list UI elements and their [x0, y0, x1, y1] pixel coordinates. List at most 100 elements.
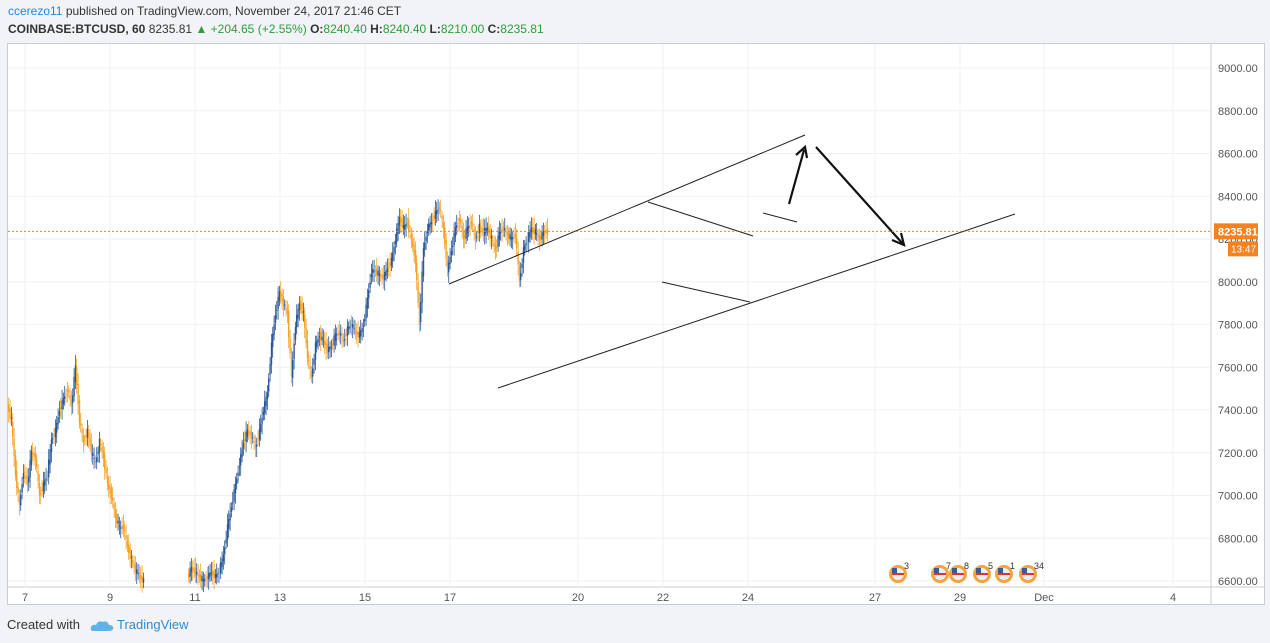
candle-body — [17, 487, 19, 493]
candle-body — [44, 480, 46, 486]
up-arrow-line[interactable] — [787, 149, 806, 205]
candle-body — [308, 359, 310, 361]
countdown-text: 13:47 — [1231, 244, 1256, 255]
candle-body — [220, 562, 222, 574]
candle-body — [261, 417, 263, 424]
down-arrow-line[interactable] — [815, 146, 904, 245]
candle-body — [501, 229, 503, 232]
candle-body — [124, 530, 126, 532]
author-link[interactable]: ccerezo11 — [8, 4, 63, 18]
symbol-label: COINBASE:BTCUSD, 60 — [8, 22, 146, 36]
candle-body — [36, 459, 38, 468]
candle-body — [437, 209, 439, 211]
candle-body — [366, 297, 369, 309]
candle-body — [428, 223, 430, 231]
candle-body — [265, 396, 267, 407]
wedge-bottom-line[interactable] — [661, 281, 751, 303]
candle-body — [482, 228, 485, 235]
candle-body — [109, 486, 111, 494]
idea-marker[interactable]: 3 — [889, 561, 909, 583]
candle-body — [200, 574, 202, 581]
idea-marker[interactable]: 8 — [949, 561, 969, 583]
candle-body — [252, 437, 254, 439]
candle-body — [61, 400, 63, 410]
idea-marker[interactable]: 7 — [931, 561, 951, 583]
price-chart[interactable]: 9000.008800.008600.008400.008200.008000.… — [8, 44, 1264, 604]
candle-body — [392, 252, 394, 262]
last-price: 8235.81 — [148, 22, 193, 36]
candle-body — [409, 230, 411, 232]
candle-body — [434, 210, 437, 219]
candle-body — [438, 207, 441, 209]
candle-body — [420, 302, 422, 322]
candle-body — [137, 572, 139, 575]
candle-body — [212, 570, 214, 576]
candle-body — [357, 331, 359, 338]
flag-stripe — [1022, 573, 1034, 575]
candle-body — [346, 326, 349, 336]
candle-body — [352, 324, 354, 328]
candle-body — [272, 333, 274, 348]
flag-canton — [892, 568, 897, 573]
candle-body — [253, 441, 255, 443]
small-resistance-line[interactable] — [762, 212, 798, 223]
idea-markers[interactable]: 3 7 8 5 1 34 — [889, 561, 1044, 583]
footer: Created with TradingView — [7, 617, 189, 633]
trend-drawings[interactable] — [448, 134, 1016, 389]
chart-panel[interactable]: 9000.00 8800.00 8600.00 8400.00 8200.00 8000.… — [7, 43, 1265, 605]
candle-body — [525, 243, 527, 246]
candle-body — [266, 392, 269, 400]
y-tick-label: 8600.00 — [1218, 149, 1258, 161]
candle-body — [117, 520, 119, 524]
candle-body — [533, 227, 535, 234]
marker-count: 34 — [1034, 561, 1044, 571]
tradingview-link[interactable]: TradingView — [117, 617, 189, 632]
wedge-top-line[interactable] — [647, 201, 754, 237]
idea-marker[interactable]: 1 — [995, 561, 1015, 583]
y-tick-label: 7600.00 — [1218, 362, 1258, 374]
candle-body — [278, 291, 281, 301]
candle-body — [90, 443, 93, 455]
candle-body — [294, 327, 297, 340]
candle-body — [450, 250, 453, 256]
candle-body — [218, 570, 221, 573]
candle-body — [18, 496, 21, 505]
candle-body — [233, 489, 235, 502]
down-arrow-head — [891, 232, 906, 247]
candle-body — [494, 244, 497, 251]
candle-body — [65, 393, 67, 395]
candle-body — [425, 236, 427, 242]
candle-body — [52, 438, 54, 440]
x-tick-label: 13 — [274, 592, 286, 604]
ohlc-line: COINBASE:BTCUSD, 60 8235.81 ▲ +204.65 (+… — [8, 22, 544, 36]
candle-body — [286, 309, 289, 315]
idea-marker[interactable]: 34 — [1019, 561, 1044, 583]
y-tick-label: 6600.00 — [1218, 576, 1258, 588]
high-label: H: — [370, 22, 383, 36]
candle-body — [433, 215, 435, 220]
candle-body — [96, 457, 98, 463]
channel-upper-line[interactable] — [448, 134, 806, 285]
candle-body — [82, 434, 85, 443]
candle-body — [362, 325, 365, 327]
candle-body — [349, 326, 351, 328]
candle-body — [188, 573, 190, 578]
candle-body — [378, 273, 381, 276]
candle-body — [468, 226, 470, 229]
candle-body — [417, 282, 419, 303]
candle-body — [301, 303, 303, 314]
y-tick-label: 7000.00 — [1218, 491, 1258, 503]
y-tick-label: 7800.00 — [1218, 320, 1258, 332]
candle-body — [241, 448, 243, 457]
candle-body — [333, 335, 335, 346]
price-tags: 8235.81 13:47 — [8, 223, 1258, 257]
candle-body — [16, 470, 18, 489]
channel-lower-line[interactable] — [497, 213, 1016, 389]
candle-body — [500, 231, 502, 233]
candle-body — [489, 229, 491, 239]
candle-body — [382, 274, 385, 281]
idea-marker[interactable]: 5 — [973, 561, 993, 583]
candle-body — [416, 262, 418, 280]
candle-body — [498, 231, 501, 240]
candle-body — [404, 224, 406, 230]
